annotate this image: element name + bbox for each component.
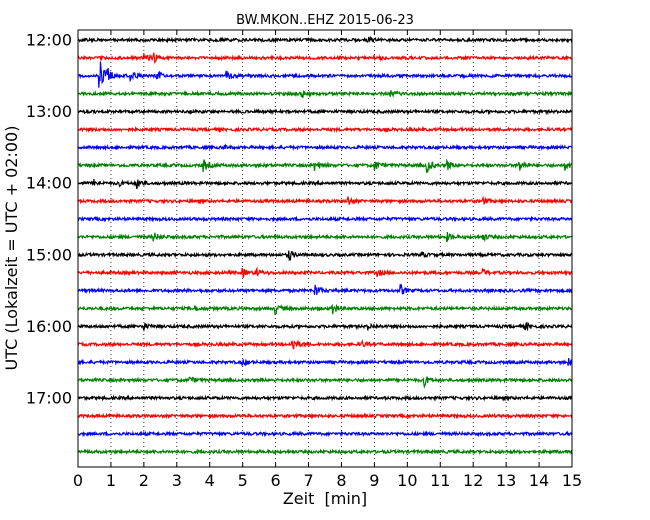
trace-1330 [77,143,573,152]
chart-title: BW.MKON..EHZ 2015-06-23 [236,13,414,28]
x-tick-label: 3 [172,471,182,490]
trace-1200 [77,35,573,44]
trace-1745 [77,448,573,456]
trace-1215 [77,52,572,65]
x-tick-label: 9 [369,471,379,490]
trace-1715 [77,412,573,420]
trace-1515 [77,266,573,279]
trace-1230 [77,61,573,88]
y-tick-label: 17:00 [26,389,72,408]
trace-1315 [77,125,573,134]
trace-1645 [77,376,573,389]
x-tick-label: 15 [562,471,582,490]
x-tick-label: 10 [397,471,417,490]
x-tick-label: 11 [430,471,450,490]
x-tick-label: 13 [496,471,516,490]
x-tick-label: 0 [73,471,83,490]
x-tick-label: 14 [529,471,549,490]
y-tick-label: 15:00 [26,245,72,264]
trace-1630 [77,357,573,367]
x-tick-label: 4 [205,471,215,490]
trace-1415 [77,195,573,206]
vertical-grid [110,30,540,467]
y-axis-label: UTC (Lokalzeit = UTC + 02:00) [2,126,21,371]
trace-1700 [77,394,573,402]
plot-frame [77,29,573,468]
y-tick-label: 14:00 [26,174,72,193]
trace-1730 [77,430,573,438]
x-axis: 0 1 2 3 4 5 6 7 8 9 10 11 12 13 14 15 [73,30,582,490]
x-tick-label: 2 [139,471,149,490]
y-tick-label: 12:00 [26,31,72,50]
x-tick-label: 6 [271,471,281,490]
trace-1530 [77,283,573,295]
x-tick-label: 1 [106,471,116,490]
trace-group [77,35,573,456]
trace-1545 [77,303,573,316]
trace-1500 [77,250,573,262]
trace-1445 [77,231,573,243]
trace-1245 [77,89,573,99]
trace-1400 [77,179,573,189]
trace-1430 [77,215,573,223]
x-tick-label: 7 [303,471,313,490]
x-tick-label: 12 [463,471,483,490]
x-tick-label: 8 [336,471,346,490]
y-tick-label: 16:00 [26,317,72,336]
x-axis-label: Zeit [min] [283,489,367,508]
y-tick-label: 13:00 [26,102,72,121]
trace-1345 [77,158,573,174]
trace-1300 [77,107,573,116]
y-axis: 12:00 13:00 14:00 15:00 16:00 17:00 [26,31,572,408]
trace-1600 [77,321,573,332]
x-tick-label: 5 [238,471,248,490]
trace-1615 [77,339,573,350]
